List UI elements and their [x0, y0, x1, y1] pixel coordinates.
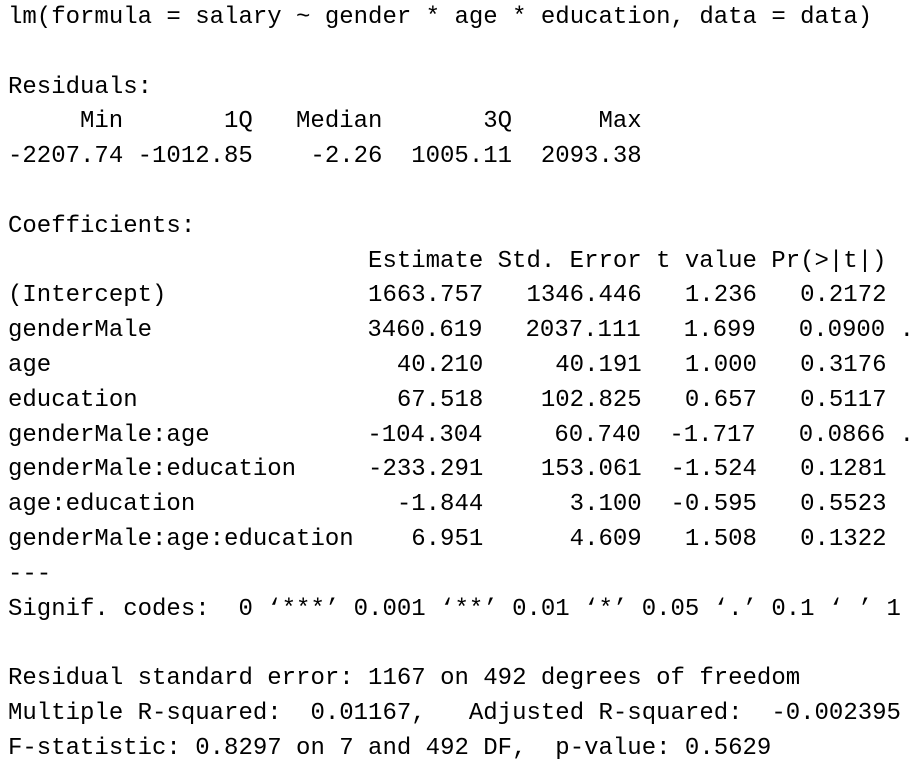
coef-cell: 0.5523 [800, 491, 887, 519]
signif-star: . [899, 421, 914, 449]
call: lm(formula = salary ~ gender * age * edu… [8, 4, 873, 31]
coef-cell: 6.951 [411, 525, 484, 553]
coef-cell: -1.717 [669, 421, 756, 449]
residual-value: -1012.85 [137, 143, 253, 171]
coef-cell: 3460.619 [367, 317, 483, 345]
section-label: Residuals: [8, 73, 153, 101]
output-line: --- [8, 558, 914, 593]
spacer [8, 245, 354, 280]
coef-cell: -1.844 [396, 491, 484, 519]
output-line: Signif. codes: 0 ‘***’ 0.001 ‘**’ 0.01 ‘… [8, 593, 914, 628]
separator: --- [8, 560, 52, 588]
coef-cell: 4.609 [569, 525, 642, 553]
coef-cell: 1.508 [684, 525, 757, 553]
coef-name: genderMale [8, 317, 153, 345]
footer-line: F-statistic: 0.8297 on 7 and 492 DF, p-v… [8, 734, 772, 762]
residual-header-cell: 1Q [224, 108, 253, 136]
coef-row: genderMale:age:education 6.951 4.609 1.508 0… [8, 523, 914, 558]
residual-value: -2207.74 [8, 143, 124, 171]
coef-row: genderMale:age -104.304 60.740 -1.717 0.0866… [8, 419, 914, 454]
coef-cell: 0.5117 [800, 386, 887, 414]
residual-values: -2207.74 -1012.85 -2.26 1005.11 2093.38 [8, 140, 914, 175]
coef-cell: 0.1281 [800, 456, 887, 484]
coef-name: age [8, 351, 52, 379]
coef-cell: 0.0866 [798, 421, 886, 449]
coef-header-cell: Estimate [368, 247, 484, 275]
residual-value: 2093.38 [540, 143, 642, 171]
output-line: Multiple R-squared: 0.01167, Adjusted R-… [8, 697, 914, 732]
coef-row: age 40.210 40.191 1.000 0.3176 [8, 349, 914, 384]
coef-cell: 1.000 [684, 351, 757, 379]
coef-name: education [8, 386, 138, 414]
coef-cell: -104.304 [367, 421, 483, 449]
footer-line: Multiple R-squared: 0.01167, Adjusted R-… [8, 699, 901, 727]
coef-cell: 60.740 [554, 421, 641, 449]
residual-value: -2.26 [310, 143, 383, 171]
section-label: Coefficients: [8, 212, 196, 240]
footer-line: Residual standard error: 1167 on 492 deg… [8, 665, 801, 693]
coef-name: genderMale:age:education [8, 525, 354, 553]
coef-cell: 1346.446 [526, 282, 642, 310]
blank-line [8, 627, 914, 662]
output-line: Residual standard error: 1167 on 492 deg… [8, 662, 914, 697]
coef-header-cell: Std. Error [497, 247, 642, 275]
coef-header: Estimate Std. Error t value Pr(>|t|) [8, 245, 914, 280]
coef-cell: 102.825 [540, 386, 642, 414]
residual-header-cell: Min [80, 108, 124, 136]
coef-cell: 0.2172 [800, 282, 887, 310]
coef-cell: -1.524 [670, 456, 757, 484]
coef-cell: 0.3176 [800, 351, 887, 379]
coef-cell: 2037.111 [525, 317, 641, 345]
signif-codes: Signif. codes: 0 ‘***’ 0.001 ‘**’ 0.01 ‘… [8, 595, 901, 623]
coef-cell: 40.191 [555, 351, 642, 379]
coef-row: (Intercept) 1663.757 1346.446 1.236 0.2172 [8, 279, 914, 314]
coef-name: (Intercept) [8, 282, 167, 310]
signif-star: . [899, 317, 914, 345]
coef-cell: 0.1322 [800, 525, 887, 553]
blank-line [8, 36, 914, 71]
coef-name: age:education [8, 491, 196, 519]
residual-header: Min 1Q Median 3Q Max [8, 105, 914, 140]
output-line: Coefficients: [8, 210, 914, 245]
coef-cell: 1663.757 [368, 282, 484, 310]
coef-row: age:education -1.844 3.100 -0.595 0.5523 [8, 488, 914, 523]
coef-cell: 0.0900 [798, 317, 886, 345]
coef-cell: 153.061 [540, 456, 642, 484]
coef-cell: -233.291 [368, 456, 484, 484]
coef-cell: 1.699 [683, 317, 756, 345]
call-line: lm(formula = salary ~ gender * age * edu… [8, 1, 914, 36]
coef-cell: -0.595 [670, 491, 757, 519]
coef-cell: 0.657 [684, 386, 757, 414]
residual-value: 1005.11 [411, 143, 513, 171]
coef-name: genderMale:education [8, 456, 297, 484]
coef-name: genderMale:age [8, 421, 210, 449]
coef-row: genderMale 3460.619 2037.111 1.699 0.0900. [8, 314, 914, 349]
coef-header-cell: t value [656, 247, 757, 275]
coef-row: education 67.518 102.825 0.657 0.5117 [8, 384, 914, 419]
residual-header-cell: 3Q [483, 108, 513, 136]
output-line: F-statistic: 0.8297 on 7 and 492 DF, p-v… [8, 732, 914, 767]
coef-cell: 67.518 [396, 386, 484, 414]
coef-header-cell: Pr(>|t|) [771, 247, 887, 275]
coef-cell: 1.236 [684, 282, 757, 310]
blank-line [8, 175, 914, 210]
coef-cell: 3.100 [569, 491, 642, 519]
output-line: Residuals: [8, 71, 914, 106]
residual-header-cell: Max [598, 108, 642, 136]
coef-cell: 40.210 [396, 351, 484, 379]
residual-header-cell: Median [296, 108, 383, 136]
coef-row: genderMale:education -233.291 153.061 -1.52… [8, 453, 914, 488]
